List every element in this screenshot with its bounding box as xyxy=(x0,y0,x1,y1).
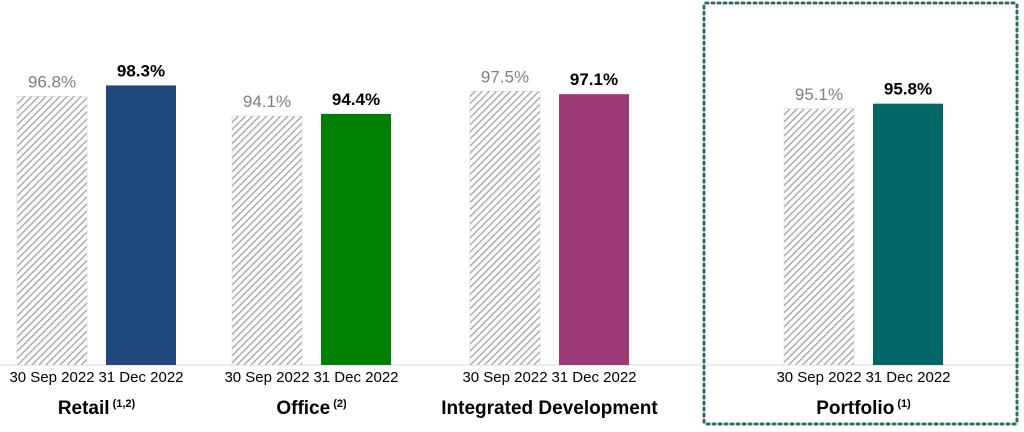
integrated-development-group-label: Integrated Development xyxy=(441,398,658,419)
office-value-30-sep-2022: 94.1% xyxy=(243,92,291,111)
office-tick-30-sep-2022: 30 Sep 2022 xyxy=(224,369,309,386)
office-tick-31-dec-2022: 31 Dec 2022 xyxy=(313,369,398,386)
portfolio-tick-30-sep-2022: 30 Sep 2022 xyxy=(776,369,861,386)
integrated-development-tick-30-sep-2022: 30 Sep 2022 xyxy=(462,369,547,386)
retail-footnote-marker: (1,2) xyxy=(113,398,136,410)
office-footnote-marker: (2) xyxy=(333,398,347,410)
integrated-development-value-30-sep-2022: 97.5% xyxy=(481,67,529,86)
retail-value-31-dec-2022: 98.3% xyxy=(117,61,165,80)
retail-tick-31-dec-2022: 31 Dec 2022 xyxy=(98,369,183,386)
portfolio-group-label: Portfolio (1) xyxy=(816,398,911,419)
retail-value-30-sep-2022: 96.8% xyxy=(28,72,76,91)
office-bar-30-sep-2022 xyxy=(231,115,303,366)
retail-tick-30-sep-2022: 30 Sep 2022 xyxy=(9,369,94,386)
integrated-development-bar-31-dec-2022 xyxy=(559,94,629,366)
retail-group-label: Retail (1,2) xyxy=(58,398,136,419)
portfolio-value-31-dec-2022: 95.8% xyxy=(884,80,932,99)
portfolio-highlight-box xyxy=(702,1,1019,426)
portfolio-bar-30-sep-2022 xyxy=(783,108,855,366)
office-bar-31-dec-2022 xyxy=(321,113,391,365)
integrated-development-bar-30-sep-2022 xyxy=(469,91,541,366)
portfolio-value-30-sep-2022: 95.1% xyxy=(795,85,843,104)
portfolio-footnote-marker: (1) xyxy=(897,398,911,410)
office-value-31-dec-2022: 94.4% xyxy=(332,90,380,109)
portfolio-bar-31-dec-2022 xyxy=(873,103,943,365)
portfolio-tick-31-dec-2022: 31 Dec 2022 xyxy=(865,369,950,386)
retail-bar-31-dec-2022 xyxy=(106,85,176,365)
integrated-development-value-31-dec-2022: 97.1% xyxy=(570,70,618,89)
retail-bar-30-sep-2022 xyxy=(16,96,88,366)
office-group-label: Office (2) xyxy=(276,398,347,419)
integrated-development-tick-31-dec-2022: 31 Dec 2022 xyxy=(551,369,636,386)
